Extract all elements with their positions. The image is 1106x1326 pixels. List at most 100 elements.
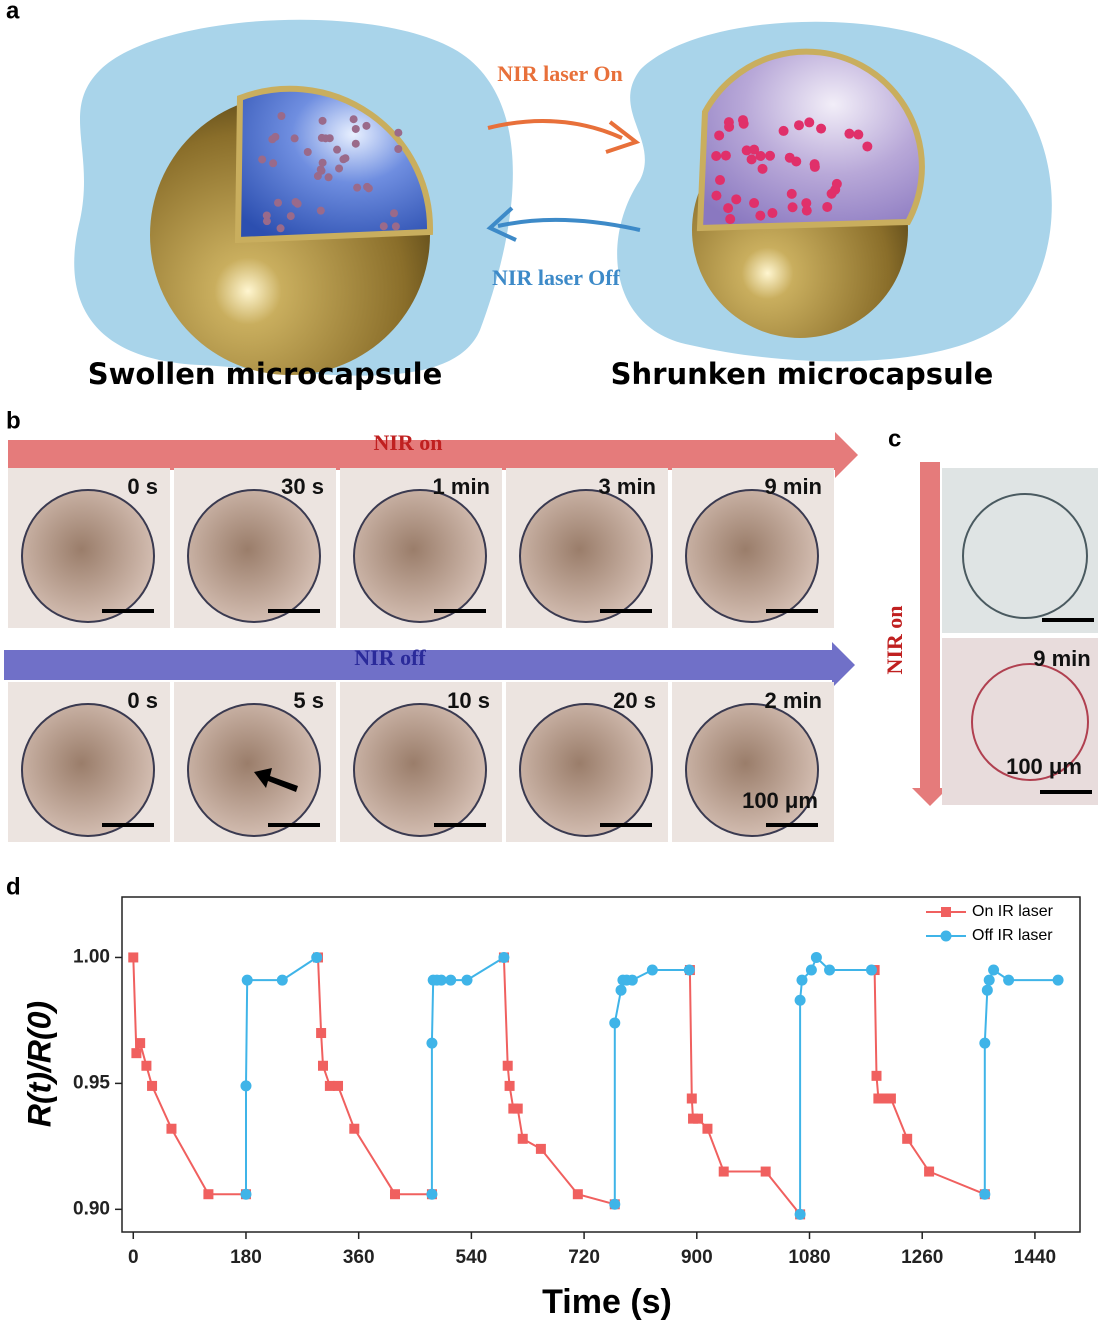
data-point <box>572 1189 583 1200</box>
data-point <box>979 1037 991 1049</box>
arrow <box>487 118 623 140</box>
particle <box>290 134 299 143</box>
arrow-label: NIR laser Off <box>492 265 621 290</box>
data-point <box>1003 974 1015 986</box>
y-tick-label: 0.90 <box>73 1198 110 1219</box>
particle <box>321 134 330 143</box>
data-point <box>794 994 806 1006</box>
arrow-label: NIR laser On <box>497 61 623 86</box>
data-point <box>824 964 836 976</box>
data-point <box>885 1093 896 1104</box>
particle <box>793 120 804 131</box>
data-point <box>517 1133 528 1144</box>
data-point <box>324 1080 335 1091</box>
data-point <box>983 974 995 986</box>
particle <box>318 158 327 167</box>
particle <box>291 197 300 206</box>
y-axis-label: R(t)/R(0) <box>21 1001 57 1127</box>
time-label: 9 min <box>765 474 822 499</box>
time-label: 9 min <box>1033 646 1090 671</box>
x-tick-label: 1440 <box>1014 1247 1056 1268</box>
particle <box>316 206 325 215</box>
data-point <box>128 952 139 963</box>
particles <box>258 112 873 233</box>
data-point <box>317 1060 328 1071</box>
data-point <box>141 1060 152 1071</box>
time-label: 0 s <box>127 474 158 499</box>
data-point <box>498 951 510 963</box>
particle <box>316 165 325 174</box>
legend-label: Off IR laser <box>972 927 1053 944</box>
panel-label: d <box>6 873 21 900</box>
particle <box>274 198 283 207</box>
particle <box>351 139 360 148</box>
data-point <box>502 1060 513 1071</box>
data-point <box>147 1080 158 1091</box>
particle <box>822 201 833 212</box>
particle <box>804 117 815 128</box>
data-point <box>760 1166 771 1177</box>
particle <box>737 115 748 126</box>
particle <box>351 124 360 133</box>
particle <box>724 121 735 132</box>
data-point <box>504 1080 515 1091</box>
particle <box>746 154 757 165</box>
data-point <box>135 1038 146 1049</box>
y-tick-label: 0.95 <box>73 1072 110 1093</box>
time-label: 3 min <box>599 474 656 499</box>
legend-label: On IR laser <box>972 903 1054 920</box>
particle <box>720 150 731 161</box>
data-point <box>241 974 253 986</box>
particle <box>379 222 388 231</box>
data-point <box>333 1080 344 1091</box>
data-point <box>871 1070 882 1081</box>
panel-label: b <box>6 407 21 434</box>
micrograph <box>942 468 1098 633</box>
data-point <box>865 964 877 976</box>
plot-frame <box>121 896 1081 1233</box>
scale-label: 100 μm <box>742 788 818 813</box>
capsule-image <box>519 489 653 623</box>
data-point <box>988 964 1000 976</box>
arrow <box>912 462 948 806</box>
particle <box>394 128 403 137</box>
particle <box>363 182 372 191</box>
data-point <box>693 1113 704 1124</box>
particle <box>313 172 322 181</box>
particle <box>341 154 350 163</box>
data-point <box>349 1123 360 1134</box>
x-tick-label: 180 <box>230 1247 262 1268</box>
particle <box>271 132 280 141</box>
particle <box>831 178 842 189</box>
data-point <box>389 1189 400 1200</box>
caption: Swollen microcapsule <box>88 357 443 391</box>
particle <box>741 145 752 156</box>
x-tick-label: 900 <box>681 1247 713 1268</box>
particle <box>349 115 358 124</box>
particle <box>262 217 271 226</box>
data-point <box>311 951 323 963</box>
capsule-image <box>21 703 155 837</box>
x-tick-label: 0 <box>128 1247 139 1268</box>
particle <box>749 198 760 209</box>
data-point <box>240 1188 252 1200</box>
data-point <box>902 1133 913 1144</box>
particle <box>324 173 333 182</box>
data-point <box>873 1093 884 1104</box>
data-point <box>794 1208 806 1220</box>
pointer-arrow <box>254 768 298 792</box>
data-point <box>718 1166 729 1177</box>
particle <box>318 116 327 125</box>
particle <box>276 224 285 233</box>
particle <box>333 145 342 154</box>
particle <box>801 198 812 209</box>
capsule-image <box>353 489 487 623</box>
particle <box>757 163 768 174</box>
arrow <box>8 432 858 478</box>
particle <box>801 205 812 216</box>
capsule-outline <box>962 493 1088 619</box>
micrograph <box>942 638 1098 805</box>
capsule-image <box>685 703 819 837</box>
x-tick-label: 720 <box>568 1247 600 1268</box>
